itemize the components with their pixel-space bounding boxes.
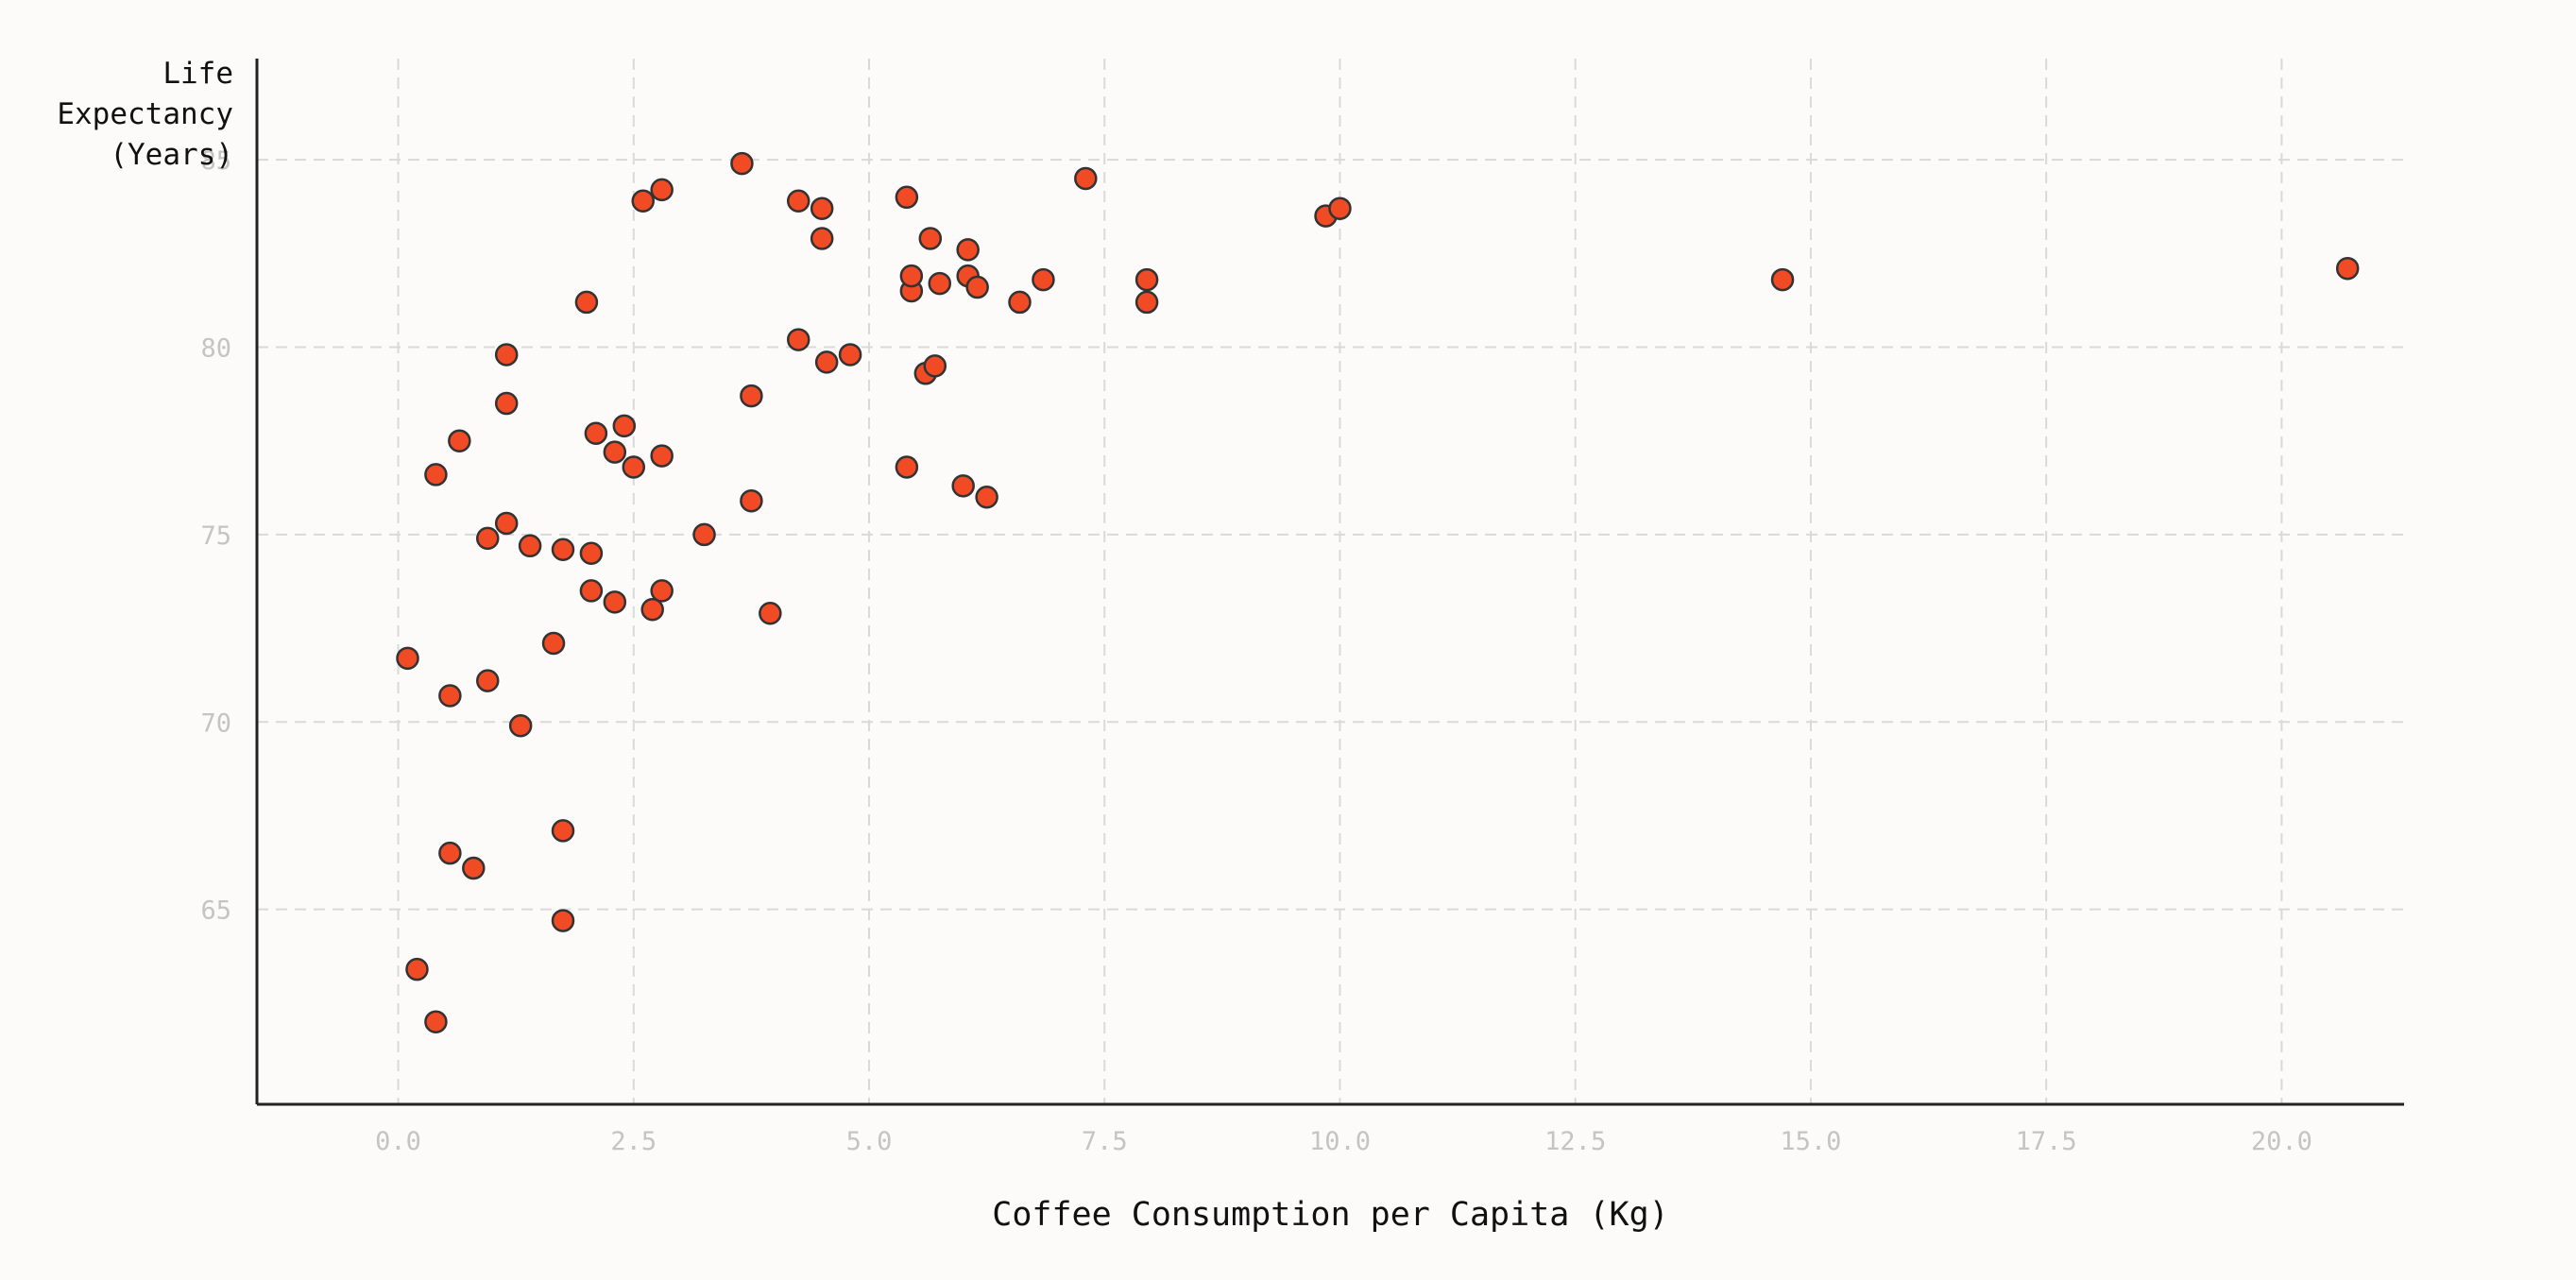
y-tick-label: 80 [200,334,231,364]
data-point [1134,267,1159,292]
data-point [603,440,627,464]
data-point [508,714,533,738]
data-point [1328,196,1352,220]
x-tick-label: 5.0 [846,1127,893,1156]
y-axis-title-line: (Years) [110,138,233,172]
data-point [579,579,604,603]
vertical-gridlines [397,59,2283,1104]
data-point [475,669,500,692]
data-point [438,684,462,708]
y-tick-label: 70 [200,708,231,738]
data-point [786,189,810,213]
data-point [1032,267,1055,292]
x-tick-label: 7.5 [1082,1127,1128,1156]
data-point [579,541,604,565]
data-point [965,275,989,299]
data-point [692,522,716,547]
data-point [424,1010,448,1033]
data-point [650,444,674,468]
data-point [612,414,637,438]
data-point [2335,256,2360,281]
data-point [1008,290,1032,315]
y-axis-title: Life Expectancy (Years) [57,57,233,172]
data-point [740,384,763,408]
y-tick-label: 65 [200,896,231,926]
data-point [494,511,519,536]
data-point [923,354,947,378]
data-point [396,646,419,671]
x-tick-label: 15.0 [1780,1127,1841,1156]
data-point [405,957,429,981]
y-axis-title-line: Expectancy [57,97,233,131]
x-tick-label: 20.0 [2251,1127,2312,1156]
x-axis-title: Coffee Consumption per Capita (Kg) [992,1196,1668,1234]
data-point [631,189,655,213]
data-point [759,601,782,625]
data-point [551,819,575,843]
data-point [895,455,919,479]
data-point [448,429,471,452]
x-tick-label: 12.5 [1544,1127,1606,1156]
data-point [494,391,519,416]
data-point [730,151,754,176]
data-point [899,264,924,288]
data-point [928,271,952,296]
data-point [786,328,810,351]
data-point [640,598,664,622]
data-point [622,455,646,479]
data-point [650,579,674,603]
data-point [895,185,919,210]
data-points [396,151,2360,1033]
data-point [814,350,839,374]
data-point [584,421,608,446]
data-point [603,590,627,614]
data-point [475,526,500,551]
y-axis-tick-labels: 65 70 75 80 85 [200,146,231,926]
data-point [1074,166,1098,191]
y-axis-title-line: Life [162,57,233,91]
data-point [838,343,862,367]
data-point [650,178,674,202]
data-point [1770,267,1795,292]
data-point [494,343,519,367]
data-point [740,488,763,513]
x-tick-label: 0.0 [375,1127,421,1156]
data-point [574,290,599,315]
horizontal-gridlines [257,159,2404,911]
data-point [810,227,834,250]
x-tick-label: 10.0 [1309,1127,1371,1156]
y-tick-label: 75 [200,521,231,551]
data-point [424,463,448,486]
data-point [956,238,980,262]
x-tick-label: 17.5 [2016,1127,2077,1156]
data-point [975,485,998,509]
data-point [551,538,575,562]
data-point [518,534,542,558]
data-point [438,841,462,865]
data-point [918,227,943,250]
data-point [541,631,566,656]
data-point [551,909,575,932]
x-axis-tick-labels: 0.0 2.5 5.0 7.5 10.0 12.5 15.0 17.5 20.0 [375,1127,2312,1156]
data-point [1134,290,1159,315]
data-point [462,856,486,880]
y-tick-label: 85 [200,146,231,176]
data-point [951,474,975,498]
x-tick-label: 2.5 [610,1127,657,1156]
data-point [810,196,834,220]
